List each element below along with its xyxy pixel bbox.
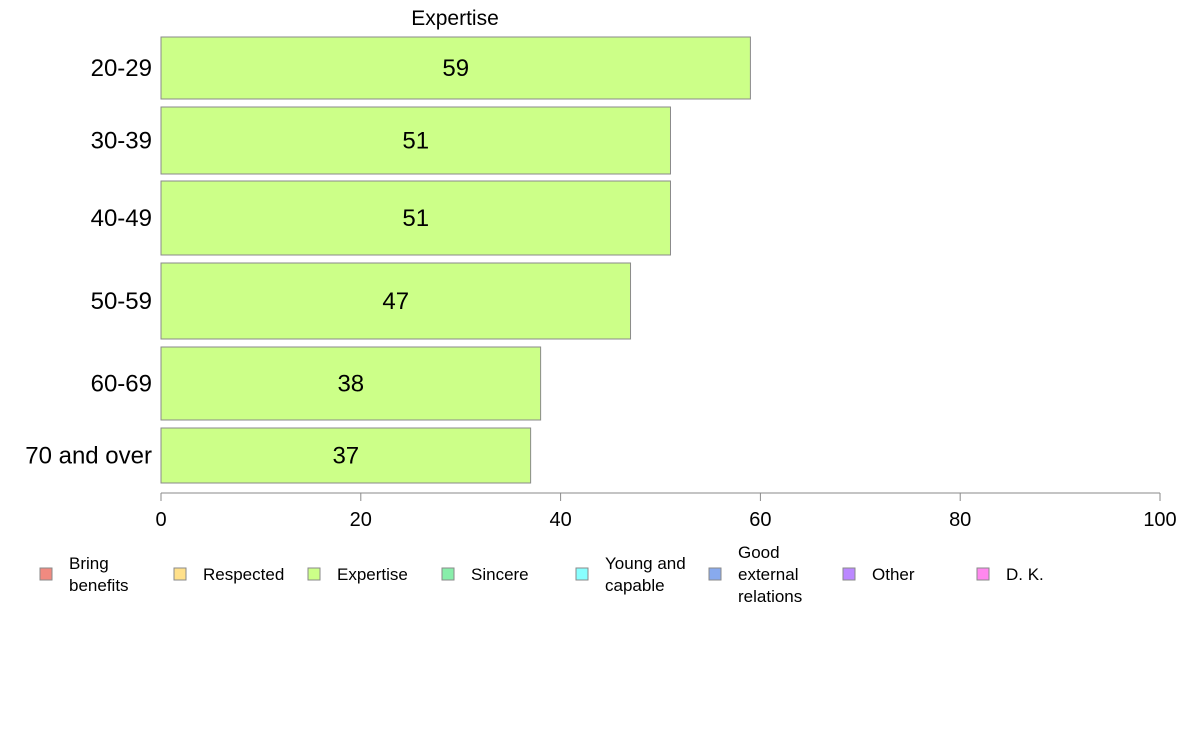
- bar-value-label: 37: [332, 443, 359, 470]
- bar-value-label: 47: [382, 288, 409, 315]
- x-axis: 0 20 40 60 80 100: [155, 492, 1177, 531]
- category-label: 20-29: [91, 55, 152, 82]
- bar-20-29: [160, 36, 751, 100]
- bar-70-and-over: [160, 427, 532, 484]
- legend-label: Other: [872, 565, 915, 584]
- legend-label: D. K.: [1006, 565, 1044, 584]
- category-label: 50-59: [91, 288, 152, 315]
- legend-label: Bring benefits: [69, 554, 129, 595]
- legend-label: Good external relations: [738, 543, 802, 606]
- chart-title: Expertise: [411, 7, 499, 30]
- legend-label: Young and capable: [605, 554, 686, 595]
- legend-swatch: [575, 567, 589, 581]
- bar-value-label: 38: [337, 371, 364, 398]
- legend-label: Expertise: [337, 565, 408, 584]
- category-label: 30-39: [91, 128, 152, 155]
- bar-50-59: [160, 262, 632, 340]
- x-tick-label: 100: [1143, 509, 1176, 531]
- legend-swatch: [842, 567, 856, 581]
- legend-label: Sincere: [471, 565, 529, 584]
- legend-swatch: [307, 567, 321, 581]
- bars: 59 20-29 51 30-39 51 40-49 47 50-59 38 60-69 37 70 …: [25, 36, 751, 484]
- bar-30-39: [160, 106, 671, 175]
- category-label: 60-69: [91, 371, 152, 398]
- bar-60-69: [160, 346, 542, 421]
- legend-swatch: [441, 567, 455, 581]
- bar-value-label: 59: [442, 55, 469, 82]
- x-tick-label: 80: [949, 509, 971, 531]
- legend-swatch: [173, 567, 187, 581]
- bar-40-49: [160, 180, 671, 256]
- x-tick-label: 20: [350, 509, 372, 531]
- x-tick-label: 60: [749, 509, 771, 531]
- x-tick-label: 40: [549, 509, 571, 531]
- x-tick-label: 0: [155, 509, 166, 531]
- legend-swatch: [708, 567, 722, 581]
- category-label: 40-49: [91, 205, 152, 232]
- legend-swatch: [39, 567, 53, 581]
- category-label: 70 and over: [25, 443, 152, 470]
- legend: Bring benefits Respected Expertise Sincere Yo…: [39, 543, 1044, 606]
- bar-value-label: 51: [402, 205, 429, 232]
- legend-swatch: [976, 567, 990, 581]
- legend-label: Respected: [203, 565, 284, 584]
- bar-value-label: 51: [402, 128, 429, 155]
